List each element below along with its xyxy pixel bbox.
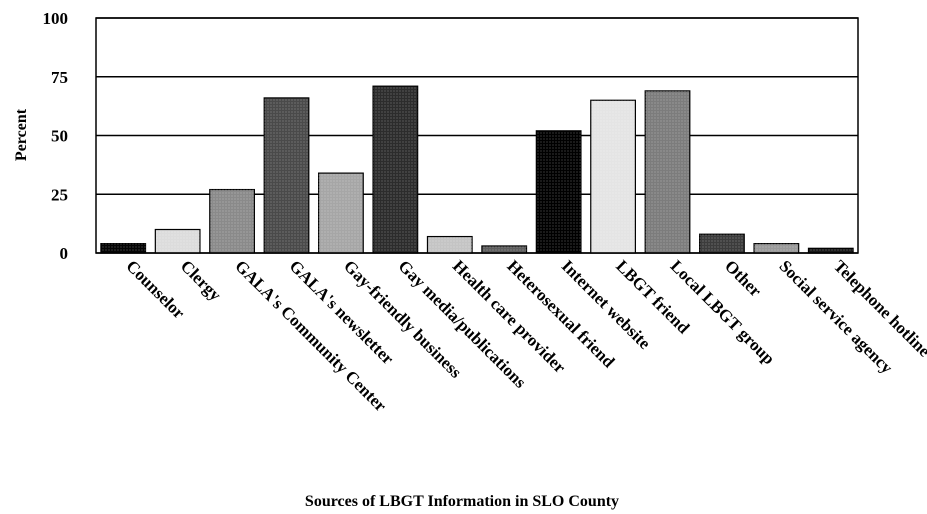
bar-texture	[264, 97, 309, 254]
bar-texture	[100, 243, 146, 253]
y-tick-label: 100	[43, 9, 69, 28]
bar-texture	[209, 189, 255, 253]
bar-texture	[481, 245, 527, 253]
y-axis-ticks: 0 25 50 75 100	[43, 9, 69, 263]
x-category-label: Clergy	[177, 256, 226, 305]
bar-texture	[645, 90, 690, 253]
y-tick-label: 50	[51, 127, 68, 146]
bar-texture	[318, 173, 364, 253]
y-tick-label: 75	[51, 68, 68, 87]
bars	[100, 85, 854, 254]
y-tick-label: 0	[60, 244, 69, 263]
bar-texture	[536, 130, 581, 253]
bar-texture	[699, 234, 745, 253]
bar-texture	[427, 236, 473, 253]
x-category-label: GALA's newsletter	[286, 256, 398, 368]
plot-area-frame	[95, 17, 859, 254]
bar-texture	[373, 86, 418, 254]
x-axis-label: Sources of LBGT Information in SLO Count…	[305, 493, 619, 510]
bar-texture	[754, 243, 799, 253]
bar-texture	[590, 100, 636, 253]
y-axis-label: Percent	[13, 108, 30, 161]
bar-texture	[155, 229, 200, 253]
y-tick-label: 25	[51, 185, 68, 204]
x-category-label: Other	[721, 256, 765, 300]
bar-texture	[808, 248, 854, 253]
x-category-label: Local LBGT group	[667, 256, 779, 368]
